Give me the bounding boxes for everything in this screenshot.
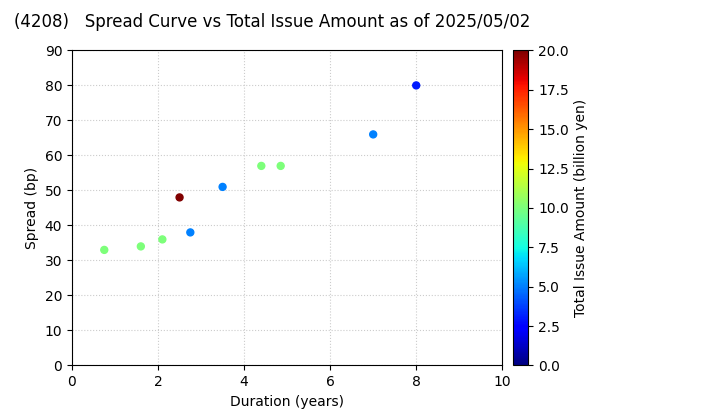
- Point: [410, 82, 422, 89]
- Point: [99, 247, 110, 253]
- Y-axis label: Total Issue Amount (billion yen): Total Issue Amount (billion yen): [575, 99, 588, 317]
- Point: [275, 163, 287, 169]
- Point: [256, 163, 267, 169]
- Point: [135, 243, 147, 250]
- Point: [156, 236, 168, 243]
- Point: [217, 184, 228, 190]
- Point: [184, 229, 196, 236]
- Point: [367, 131, 379, 138]
- Y-axis label: Spread (bp): Spread (bp): [25, 167, 39, 249]
- Text: (4208)   Spread Curve vs Total Issue Amount as of 2025/05/02: (4208) Spread Curve vs Total Issue Amoun…: [14, 13, 531, 31]
- Point: [174, 194, 185, 201]
- X-axis label: Duration (years): Duration (years): [230, 395, 344, 409]
